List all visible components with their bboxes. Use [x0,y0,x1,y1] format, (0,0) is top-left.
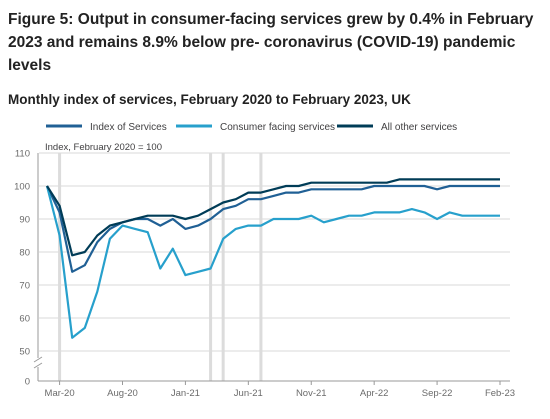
legend-item: Index of Services [46,122,167,133]
lockdown-band [221,153,225,381]
y-tick-label: 60 [19,314,30,325]
legend-item: All other services [337,122,457,133]
x-tick-label: Apr-22 [360,388,389,399]
y-tick-label: 90 [19,215,30,226]
lockdown-band [259,153,263,381]
series-lines [45,178,500,339]
axis-break-marker [33,356,43,369]
x-tick-label: Mar-20 [45,388,75,399]
x-tick-label: Jan-21 [171,388,200,399]
y-tick-label: 110 [15,149,30,160]
y-tick-label: 50 [19,347,30,358]
y-tick-label: 0 [25,377,30,388]
x-tick-label: Feb-23 [485,388,515,399]
x-tick-label: Nov-21 [296,388,327,399]
y-tick-label: 70 [19,281,30,292]
legend-item: Consumer facing services [176,122,335,133]
legend-label: All other services [381,122,457,133]
series-line [46,178,500,257]
series-line [45,185,500,339]
figure-title: Figure 5: Output in consumer-facing serv… [8,11,534,74]
line-chart: Index of Services Consumer facing service… [14,122,515,399]
axes: Mar-20 Aug-20 Jan-21 Jun-21 Nov-21 Apr-22 Sep-… [33,153,515,399]
x-tick-label: Jun-21 [234,388,263,399]
x-tick-label: Aug-20 [107,388,138,399]
lockdown-band [58,153,62,381]
y-tick-label: 80 [19,248,30,259]
y-axis-label: Index, February 2020 = 100 [45,142,162,153]
x-tick-label: Sep-22 [422,388,453,399]
series-line [46,184,500,273]
legend-label: Index of Services [90,122,167,133]
legend-label: Consumer facing services [220,122,335,133]
figure-subtitle: Monthly index of services, February 2020… [8,92,411,107]
legend: Index of Services Consumer facing service… [46,122,457,133]
y-tick-label: 100 [14,182,30,193]
grid-lines: 0 50 60 70 80 90 100 110 [14,149,510,388]
